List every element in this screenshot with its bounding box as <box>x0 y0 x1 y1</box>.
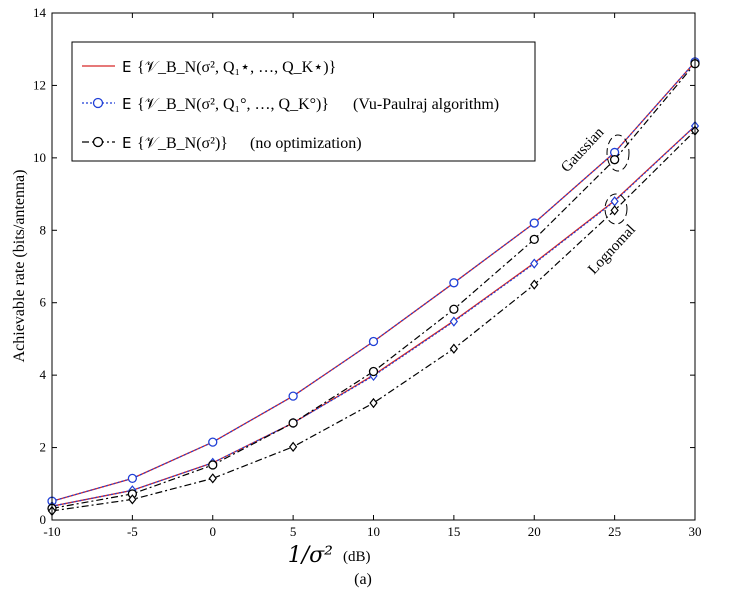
series-2-point-4 <box>368 336 379 347</box>
y-tick-label-5: 10 <box>33 150 46 165</box>
figure-caption: (a) <box>354 571 372 588</box>
x-tick-label-5: 15 <box>447 524 460 539</box>
x-tick-label-6: 20 <box>528 524 541 539</box>
legend-expr-no-optimization: {𝒱_B_N(σ²)} <box>137 135 228 152</box>
lognormal-group-ellipse <box>604 193 628 225</box>
series-2-point-2 <box>208 437 218 447</box>
series-5-point-1 <box>128 494 137 505</box>
series-line-4 <box>51 63 696 509</box>
y-tick-label-6: 12 <box>33 77 46 92</box>
series-line-1 <box>51 125 696 507</box>
annotation-gaussian: Gaussian <box>558 124 608 175</box>
legend: E {𝒱_B_N(σ², Q₁⋆, …, Q_K⋆)} E {𝒱_B_N(σ²,… <box>71 41 536 162</box>
gaussian-group-ellipse <box>606 134 630 172</box>
series-5-point-5 <box>449 343 459 354</box>
series-4-point-3 <box>288 418 298 428</box>
series-line-5 <box>51 130 696 512</box>
series-4-point-6 <box>529 234 539 244</box>
series-4-point-7 <box>609 155 620 165</box>
x-tick-label-7: 25 <box>608 524 621 539</box>
legend-suffix-vu-paulraj: (Vu-Paulraj algorithm) <box>353 96 499 113</box>
plot-marks <box>47 57 700 517</box>
y-tick-label-7: 14 <box>33 5 47 20</box>
x-tick-label-2: 0 <box>210 524 217 539</box>
x-tick-label-8: 30 <box>689 524 702 539</box>
series-5-point-2 <box>208 473 217 484</box>
series-2-point-5 <box>449 278 459 288</box>
series-4-point-2 <box>208 460 218 470</box>
legend-expr-vu-paulraj: {𝒱_B_N(σ², Q₁°, …, Q_K°)} <box>137 96 329 113</box>
series-3-point-6 <box>530 258 539 269</box>
series-line-3 <box>51 125 696 507</box>
y-tick-label-4: 8 <box>40 222 47 237</box>
legend-prefix-optimal: E <box>122 58 131 76</box>
series-4-point-4 <box>368 366 379 377</box>
series-3-point-5 <box>449 316 459 327</box>
x-tick-label-0: -10 <box>43 524 60 539</box>
series-5-point-6 <box>530 279 539 290</box>
legend-marker-vu-paulraj <box>92 97 104 109</box>
x-tick-label-4: 10 <box>367 524 380 539</box>
y-tick-label-2: 4 <box>40 367 47 382</box>
y-tick-label-1: 2 <box>40 440 47 455</box>
series-4-point-5 <box>449 304 459 314</box>
legend-box <box>71 41 536 162</box>
annotation-lognormal: Lognomal <box>585 222 639 278</box>
series-2-point-1 <box>127 473 138 484</box>
x-axis-label: 1/σ² <box>288 543 333 568</box>
series-5-point-7 <box>610 205 619 216</box>
legend-marker-no-optimization <box>92 136 104 148</box>
series-2-point-6 <box>529 218 539 228</box>
series-2-point-3 <box>288 391 298 401</box>
x-tick-label-1: -5 <box>127 524 138 539</box>
legend-expr-optimal: {𝒱_B_N(σ², Q₁⋆, …, Q_K⋆)} <box>137 59 336 76</box>
y-axis-label: Achievable rate (bits/antenna) <box>11 170 28 363</box>
legend-suffix-no-optimization: (no optimization) <box>250 135 362 152</box>
y-tick-label-3: 6 <box>40 295 47 310</box>
y-tick-label-0: 0 <box>40 512 47 527</box>
x-tick-label-3: 5 <box>290 524 297 539</box>
series-5-point-3 <box>288 441 298 453</box>
legend-prefix-vu-paulraj: E <box>122 95 131 113</box>
legend-prefix-no-optimization: E <box>122 134 131 152</box>
x-axis-unit: (dB) <box>343 549 371 565</box>
series-5-point-4 <box>369 397 378 409</box>
